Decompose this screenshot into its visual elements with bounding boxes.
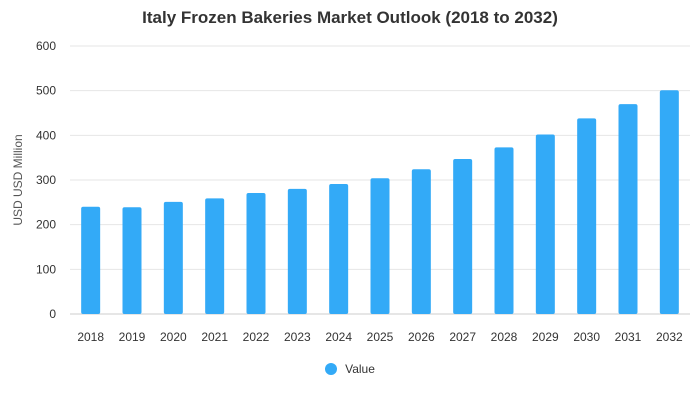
x-tick-label: 2025 <box>367 330 394 344</box>
y-tick-label: 600 <box>36 39 56 53</box>
bar-2019 <box>122 207 142 314</box>
bar-2027 <box>453 159 473 314</box>
bar-2023 <box>287 188 307 314</box>
y-tick-label: 0 <box>49 307 56 321</box>
bar-2018 <box>81 206 101 314</box>
bar-2025 <box>370 178 390 314</box>
x-tick-label: 2023 <box>284 330 311 344</box>
x-tick-label: 2022 <box>243 330 270 344</box>
bar-2032 <box>659 90 679 314</box>
bar-2031 <box>618 104 638 314</box>
y-tick-label: 200 <box>36 218 56 232</box>
bar-2021 <box>205 198 225 314</box>
legend-swatch <box>325 363 338 375</box>
chart-title: Italy Frozen Bakeries Market Outlook (20… <box>142 8 558 27</box>
x-tick-label: 2024 <box>325 330 352 344</box>
y-tick-label: 100 <box>36 262 56 276</box>
y-axis-title: USD USD Million <box>11 134 25 225</box>
legend[interactable]: Value <box>0 362 700 376</box>
y-tick-label: 400 <box>36 128 56 142</box>
x-tick-label: 2027 <box>449 330 476 344</box>
x-tick-label: 2018 <box>77 330 104 344</box>
bar-2029 <box>535 134 555 314</box>
x-tick-label: 2031 <box>615 330 642 344</box>
bar-2030 <box>577 118 597 314</box>
bar-2020 <box>163 201 183 314</box>
bar-2026 <box>411 169 431 314</box>
x-tick-label: 2032 <box>656 330 683 344</box>
bar-2028 <box>494 147 514 314</box>
x-tick-label: 2029 <box>532 330 559 344</box>
x-tick-label: 2021 <box>201 330 228 344</box>
x-tick-label: 2030 <box>573 330 600 344</box>
x-tick-label: 2028 <box>491 330 518 344</box>
y-tick-label: 300 <box>36 173 56 187</box>
y-tick-label: 500 <box>36 84 56 98</box>
x-tick-label: 2019 <box>119 330 146 344</box>
x-tick-label: 2026 <box>408 330 435 344</box>
bar-2022 <box>246 192 266 314</box>
legend-label: Value <box>345 362 375 376</box>
x-tick-label: 2020 <box>160 330 187 344</box>
bar-2024 <box>329 184 349 314</box>
